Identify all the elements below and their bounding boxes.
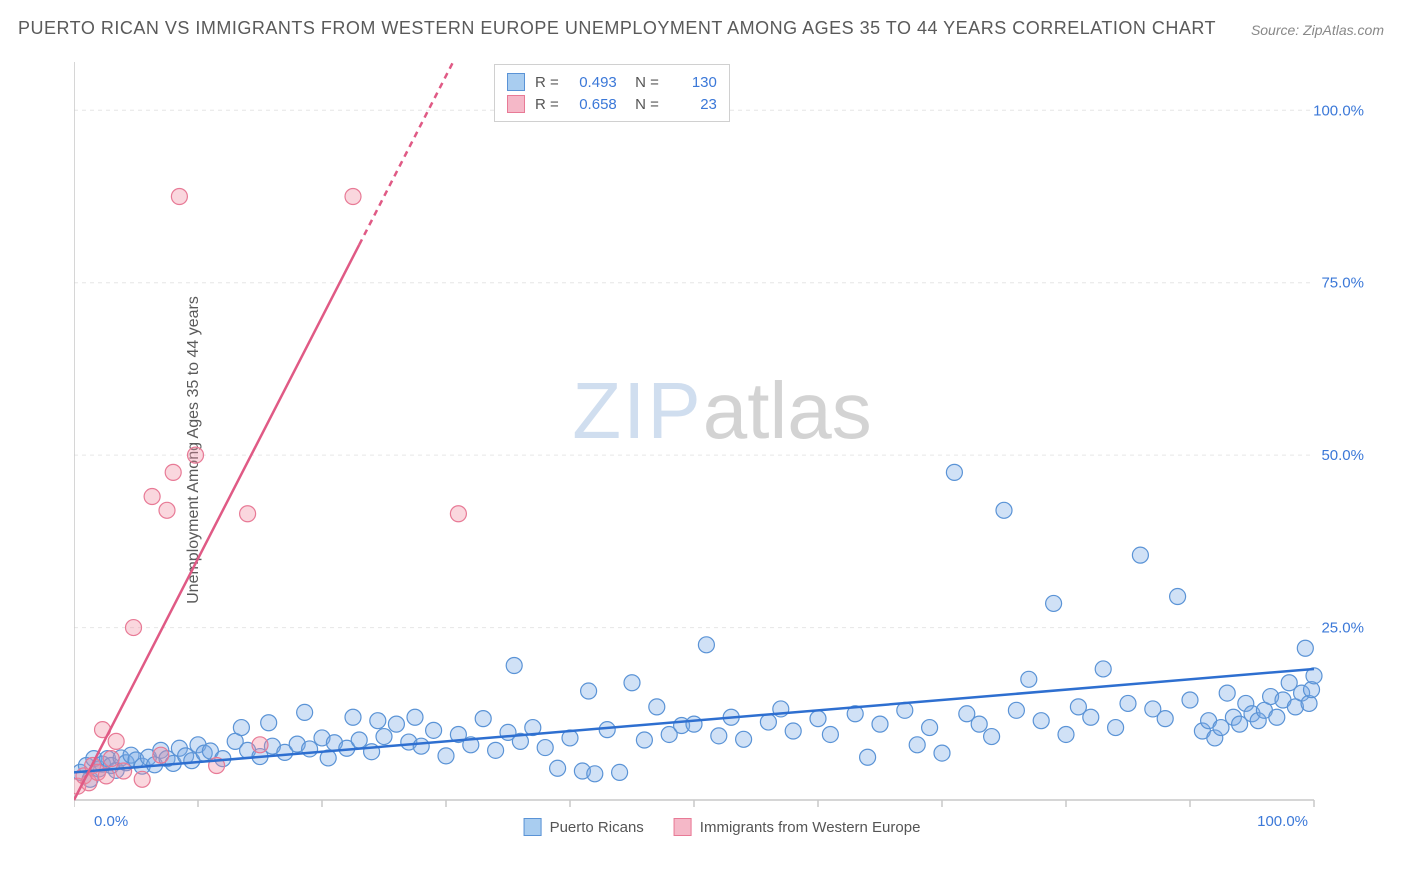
source-attribution: Source: ZipAtlas.com bbox=[1251, 22, 1384, 38]
legend-swatch-b1 bbox=[674, 818, 692, 836]
legend-n-label: N = bbox=[627, 74, 659, 91]
legend-row-1: R = 0.658 N = 23 bbox=[507, 93, 717, 115]
legend-r-label: R = bbox=[535, 96, 559, 113]
scatter-plot: 25.0%50.0%75.0%100.0%0.0%100.0% ZIPatlas… bbox=[74, 60, 1370, 840]
legend-correlation: R = 0.493 N = 130 R = 0.658 N = 23 bbox=[494, 64, 730, 122]
legend-label-1: Immigrants from Western Europe bbox=[700, 819, 921, 836]
legend-swatch-1 bbox=[507, 95, 525, 113]
chart-area: Unemployment Among Ages 35 to 44 years 2… bbox=[50, 60, 1370, 840]
legend-r-val-1: 0.658 bbox=[569, 96, 617, 113]
legend-item-0: Puerto Ricans bbox=[524, 818, 644, 836]
legend-item-1: Immigrants from Western Europe bbox=[674, 818, 921, 836]
legend-n-val-1: 23 bbox=[669, 96, 717, 113]
legend-swatch-b0 bbox=[524, 818, 542, 836]
legend-n-val-0: 130 bbox=[669, 74, 717, 91]
chart-title: PUERTO RICAN VS IMMIGRANTS FROM WESTERN … bbox=[18, 18, 1216, 39]
plot-svg: 25.0% 50.0% 75.0% 100.0% 0.0% 100.0% bbox=[74, 60, 1370, 840]
legend-swatch-0 bbox=[507, 73, 525, 91]
legend-n-label: N = bbox=[627, 96, 659, 113]
svg-text:100.0%: 100.0% bbox=[1313, 102, 1364, 119]
svg-text:0.0%: 0.0% bbox=[94, 813, 128, 830]
svg-text:50.0%: 50.0% bbox=[1321, 447, 1364, 464]
legend-r-label: R = bbox=[535, 74, 559, 91]
svg-text:25.0%: 25.0% bbox=[1321, 620, 1364, 637]
legend-label-0: Puerto Ricans bbox=[550, 819, 644, 836]
legend-r-val-0: 0.493 bbox=[569, 74, 617, 91]
legend-row-0: R = 0.493 N = 130 bbox=[507, 71, 717, 93]
svg-text:75.0%: 75.0% bbox=[1321, 275, 1364, 292]
legend-series: Puerto Ricans Immigrants from Western Eu… bbox=[524, 818, 921, 836]
svg-text:100.0%: 100.0% bbox=[1257, 813, 1308, 830]
